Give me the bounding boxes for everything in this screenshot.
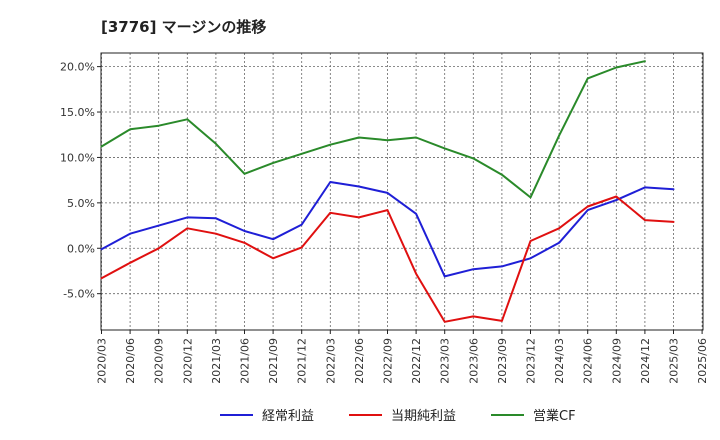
x-tick-label: 2020/09 [153,338,166,384]
legend-label-2: 当期純利益 [391,409,456,424]
y-tick-label: -5.0% [63,288,95,301]
series-line-1 [100,181,675,278]
x-tick-label: 2024/03 [553,338,566,384]
x-tick-label: 2022/09 [382,338,395,384]
x-tick-label: 2021/06 [239,338,252,384]
x-tick-label: 2024/12 [639,338,652,384]
series-line-3 [100,60,646,199]
y-tick-label: 10.0% [60,151,95,164]
x-tick-label: 2021/09 [267,338,280,384]
x-tick-label: 2022/03 [324,338,337,384]
legend-label-3: 営業CF [533,408,576,424]
legend-label-1: 経常利益 [262,409,314,424]
chart-title: [3776] マージンの推移 [101,18,267,36]
x-tick-label: 2025/03 [668,338,681,384]
x-tick-label: 2020/03 [96,338,109,384]
plot-frame [100,52,704,331]
y-tick-label: 20.0% [60,61,95,74]
y-tick-label: 15.0% [60,106,95,119]
x-tick-label: 2022/06 [353,338,366,384]
x-tick-label: 2024/09 [610,338,623,384]
x-tick-label: 2023/09 [496,338,509,384]
x-tick-label: 2023/06 [467,338,480,384]
series-line-2 [100,195,675,323]
y-tick-label: 5.0% [67,197,95,210]
x-tick-label: 2023/12 [525,338,538,384]
x-tick-label: 2024/06 [582,338,595,384]
x-tick-label: 2021/03 [210,338,223,384]
y-tick-label: 0.0% [67,242,95,255]
x-tick-label: 2021/12 [296,338,309,384]
x-tick-label: 2022/12 [410,338,423,384]
x-tick-label: 2020/12 [181,338,194,384]
x-tick-label: 2023/03 [439,338,452,384]
x-tick-label: 2020/06 [124,338,137,384]
x-tick-label: 2025/06 [696,338,709,384]
